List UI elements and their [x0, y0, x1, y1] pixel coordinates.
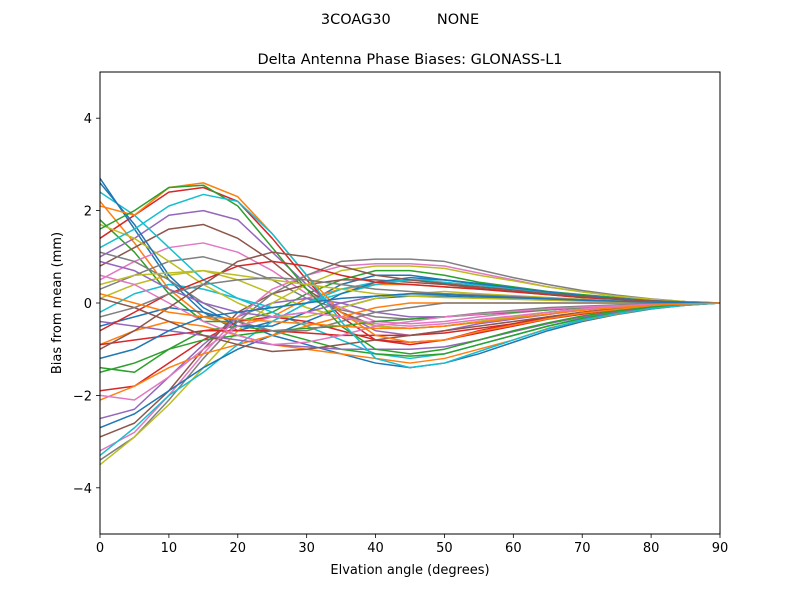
series-line-26	[100, 274, 720, 346]
x-tick-label: 80	[643, 541, 660, 556]
y-tick-label: 0	[84, 297, 92, 312]
x-tick-label: 30	[298, 541, 315, 556]
chart-title: Delta Antenna Phase Biases: GLONASS-L1	[257, 52, 562, 68]
x-tick-label: 70	[574, 541, 591, 556]
series-line-31	[100, 182, 720, 344]
y-axis: −4 −2 0 2 4	[73, 112, 100, 497]
x-tick-label: 10	[161, 541, 178, 556]
series-line-32	[100, 184, 720, 355]
x-axis-label: Elvation angle (degrees)	[330, 563, 489, 578]
series-line-37	[100, 302, 720, 401]
chart-suptitle: 3COAG30 NONE	[321, 12, 479, 28]
x-tick-label: 20	[230, 541, 247, 556]
y-axis-label: Bias from mean (mm)	[50, 232, 65, 374]
x-axis: 0 10 20 30 40 50 60 70 80 90	[96, 534, 728, 556]
y-tick-label: 2	[84, 205, 92, 220]
series-line-41	[100, 293, 720, 330]
series-line-17	[100, 258, 720, 461]
x-tick-label: 90	[712, 541, 729, 556]
x-tick-label: 60	[505, 541, 522, 556]
y-tick-label: 4	[84, 112, 92, 127]
series-group	[100, 177, 720, 466]
y-tick-label: −2	[73, 389, 92, 404]
x-tick-label: 40	[367, 541, 384, 556]
y-tick-label: −4	[73, 482, 92, 497]
x-tick-label: 50	[436, 541, 453, 556]
series-line-33	[100, 193, 720, 369]
x-tick-label: 0	[96, 541, 104, 556]
